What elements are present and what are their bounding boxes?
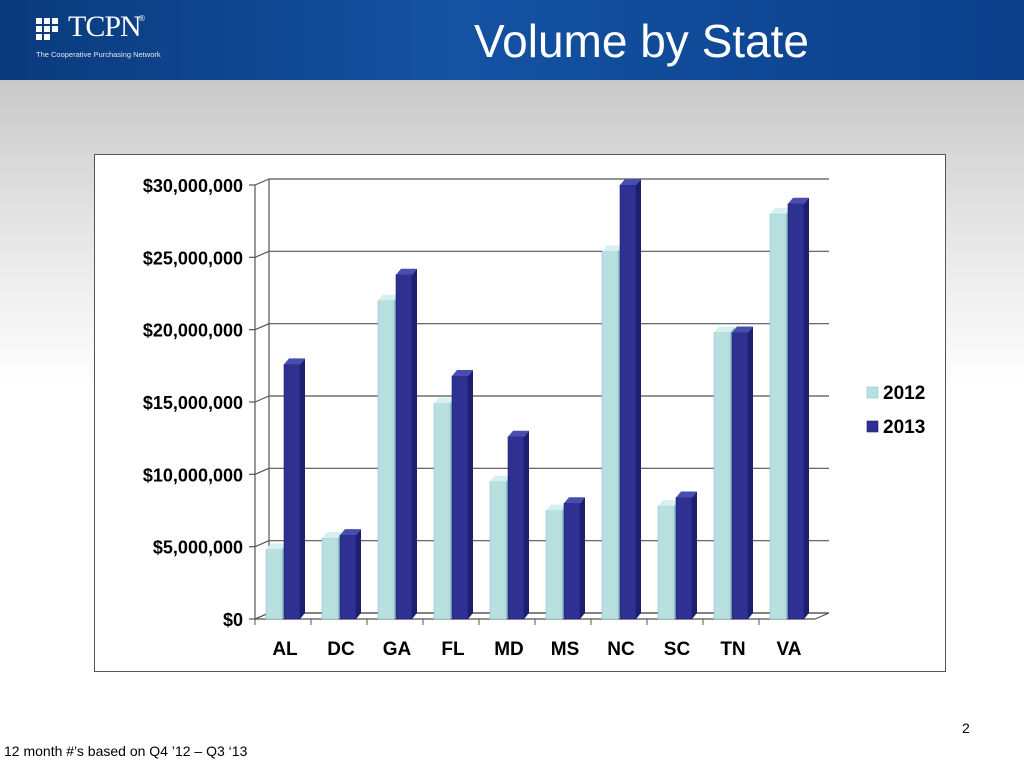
bar-2013-TN bbox=[731, 332, 749, 620]
x-tick-label: MD bbox=[494, 639, 524, 660]
bar-2012-MS bbox=[545, 510, 563, 620]
bar-top-2013-VA bbox=[788, 197, 809, 204]
bar-2012-AL bbox=[265, 549, 283, 620]
bar-top-2013-FL bbox=[452, 369, 473, 376]
x-tick-label: VA bbox=[777, 639, 802, 660]
x-tick-label: NC bbox=[607, 639, 635, 660]
slide-number: 2 bbox=[962, 720, 970, 736]
bar-2012-NC bbox=[601, 251, 619, 620]
gridline-wall bbox=[254, 395, 270, 403]
bar-top-2012-FL bbox=[434, 397, 455, 404]
bar-top-2012-GA bbox=[378, 294, 399, 301]
gridline-wall bbox=[254, 178, 270, 186]
bar-top-2012-VA bbox=[770, 207, 791, 214]
y-tick-label: $0 bbox=[223, 610, 243, 630]
bar-side-2013-AL bbox=[300, 358, 305, 619]
legend-swatch-2013 bbox=[866, 420, 879, 433]
gridline-wall bbox=[254, 467, 270, 475]
bar-2012-TN bbox=[713, 332, 731, 620]
bar-top-2013-TN bbox=[732, 326, 753, 333]
bar-top-2012-NC bbox=[602, 245, 623, 252]
bar-2012-VA bbox=[769, 213, 787, 620]
bar-2012-GA bbox=[377, 300, 395, 620]
legend-swatch-2012 bbox=[866, 386, 879, 399]
logo-grid-icon bbox=[36, 18, 58, 40]
bar-top-2013-SC bbox=[676, 491, 697, 498]
legend-label-2012: 2012 bbox=[883, 383, 925, 404]
bar-2013-GA bbox=[395, 274, 413, 620]
bar-side-2013-SC bbox=[692, 491, 697, 619]
bar-top-2013-DC bbox=[340, 529, 361, 536]
bar-top-2013-MS bbox=[564, 497, 585, 504]
bar-top-2012-MD bbox=[490, 475, 511, 482]
bar-top-2012-DC bbox=[322, 531, 343, 538]
bar-2013-VA bbox=[787, 203, 805, 620]
x-tick-label: FL bbox=[441, 639, 465, 660]
bar-2012-SC bbox=[657, 505, 675, 620]
bar-2012-DC bbox=[321, 537, 339, 620]
y-tick-label: $10,000,000 bbox=[143, 465, 243, 485]
logo-registered-mark: ® bbox=[139, 14, 145, 23]
gridline-wall bbox=[254, 540, 270, 548]
y-tick-label: $20,000,000 bbox=[143, 321, 243, 341]
bar-side-2013-GA bbox=[412, 268, 417, 619]
bar-2013-NC bbox=[619, 184, 637, 620]
gridline-wall bbox=[254, 250, 270, 258]
x-tick-label: SC bbox=[664, 639, 691, 660]
x-tick-label: DC bbox=[327, 639, 355, 660]
bar-side-2013-TN bbox=[748, 326, 753, 619]
legend-label-2013: 2013 bbox=[883, 417, 925, 438]
bar-side-2013-MD bbox=[524, 430, 529, 619]
bar-2013-MS bbox=[563, 502, 581, 620]
chart-frame: $0 $5,000,000 $10,000,000 $15,000,000 $20,00… bbox=[94, 154, 946, 672]
bar-top-2012-TN bbox=[714, 326, 735, 333]
y-tick-label: $5,000,000 bbox=[153, 538, 243, 558]
bar-side-2013-FL bbox=[468, 369, 473, 619]
bar-2013-MD bbox=[507, 436, 525, 620]
x-tick-label: GA bbox=[383, 639, 412, 660]
footnote: 12 month #’s based on Q4 ’12 – Q3 ‘13 bbox=[4, 743, 248, 759]
x-tick-label: TN bbox=[720, 639, 745, 660]
bar-2013-DC bbox=[339, 534, 357, 620]
bar-top-2013-NC bbox=[620, 179, 641, 185]
bar-top-2012-MS bbox=[546, 504, 567, 511]
bar-top-2013-AL bbox=[284, 358, 305, 365]
bar-chart: $0 $5,000,000 $10,000,000 $15,000,000 $20,00… bbox=[143, 176, 925, 660]
logo-tagline: The Cooperative Purchasing Network bbox=[36, 50, 161, 59]
bar-2013-SC bbox=[675, 497, 693, 620]
bar-top-2013-GA bbox=[396, 268, 417, 275]
bar-side-2013-MS bbox=[580, 497, 585, 619]
y-tick-label: $25,000,000 bbox=[143, 248, 243, 268]
bar-side-2013-NC bbox=[636, 179, 641, 619]
bar-2013-FL bbox=[451, 375, 469, 620]
bar-2013-AL bbox=[283, 364, 301, 620]
bar-side-2013-DC bbox=[356, 529, 361, 619]
bar-side-2013-VA bbox=[804, 197, 809, 619]
x-tick-label: AL bbox=[272, 639, 298, 660]
y-tick-label: $15,000,000 bbox=[143, 393, 243, 413]
bar-2012-FL bbox=[433, 403, 451, 620]
gridline-wall bbox=[254, 323, 270, 331]
bar-2012-MD bbox=[489, 481, 507, 620]
y-tick-label: $30,000,000 bbox=[143, 176, 243, 196]
page-title: Volume by State bbox=[474, 15, 809, 67]
x-tick-label: MS bbox=[551, 639, 580, 660]
tcpn-logo: TCPN ® The Cooperative Purchasing Networ… bbox=[34, 10, 164, 60]
bar-top-2012-AL bbox=[266, 543, 287, 550]
bar-top-2012-SC bbox=[658, 500, 679, 507]
logo-text: TCPN bbox=[68, 10, 142, 43]
bar-top-2013-MD bbox=[508, 430, 529, 437]
header-bar bbox=[0, 0, 1024, 80]
